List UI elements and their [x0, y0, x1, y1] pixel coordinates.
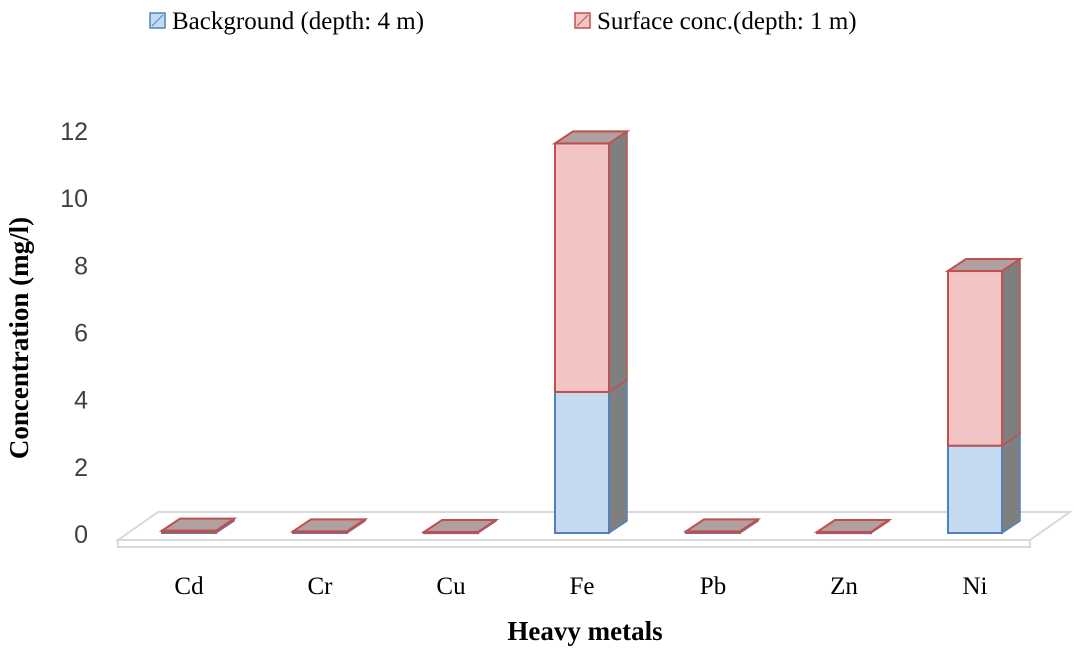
bar-segment	[554, 378, 628, 535]
x-tick-label: Pb	[700, 573, 726, 600]
legend: Background (depth: 4 m) Surface conc.(dep…	[149, 8, 857, 35]
y-tick-label: 8	[74, 252, 88, 280]
y-axis-label: Concentration (mg/l)	[4, 217, 34, 459]
x-tick-label: Cr	[308, 573, 334, 600]
bar-front	[947, 270, 1003, 447]
bar-front	[554, 390, 610, 535]
y-tick-label: 10	[60, 185, 88, 213]
bar-side	[1001, 257, 1021, 448]
x-tick-label: Cd	[174, 573, 204, 600]
bar-segment	[420, 518, 500, 535]
legend-swatch-hatch	[576, 14, 589, 27]
bar-top	[158, 517, 238, 532]
x-axis-ticks: Cd Cr Cu Fe Pb Zn Ni	[174, 573, 987, 600]
bars	[158, 130, 1024, 535]
bar-segment	[682, 517, 762, 534]
legend-label: Surface conc.(depth: 1 m)	[597, 8, 857, 35]
bar-front	[554, 142, 610, 393]
y-tick-label: 6	[74, 320, 88, 348]
bar-segment	[551, 130, 631, 394]
bar-side	[1001, 432, 1021, 535]
y-tick-label: 0	[74, 521, 88, 549]
bar-top	[813, 518, 893, 533]
legend-label: Background (depth: 4 m)	[172, 8, 424, 35]
bar-front	[947, 444, 1003, 534]
floor-edge	[117, 539, 1031, 548]
x-axis-label: Heavy metals	[507, 616, 662, 646]
y-tick-label: 2	[74, 454, 88, 482]
bar-segment	[947, 432, 1021, 535]
y-axis-ticks: 0 2 4 6 8 10 12	[60, 118, 88, 549]
bar-top	[944, 258, 1024, 273]
bar-top	[289, 518, 369, 533]
bar-segment	[944, 257, 1024, 448]
legend-item: Background (depth: 4 m)	[149, 8, 424, 35]
y-tick-label: 12	[60, 118, 88, 146]
legend-item: Surface conc.(depth: 1 m)	[574, 8, 857, 35]
x-tick-label: Ni	[963, 573, 988, 600]
bar-top	[551, 130, 631, 145]
x-tick-label: Fe	[570, 573, 595, 600]
x-tick-label: Cu	[436, 573, 466, 600]
bar-top	[420, 518, 500, 533]
bar-segment	[289, 517, 369, 534]
legend-swatch-hatch	[151, 14, 164, 27]
bar-segment	[158, 517, 238, 534]
bar-side	[608, 130, 628, 394]
x-tick-label: Zn	[830, 573, 858, 600]
bar-top	[682, 518, 762, 533]
y-tick-label: 4	[74, 387, 88, 415]
bar-segment	[813, 518, 893, 535]
bar-side	[608, 378, 628, 535]
